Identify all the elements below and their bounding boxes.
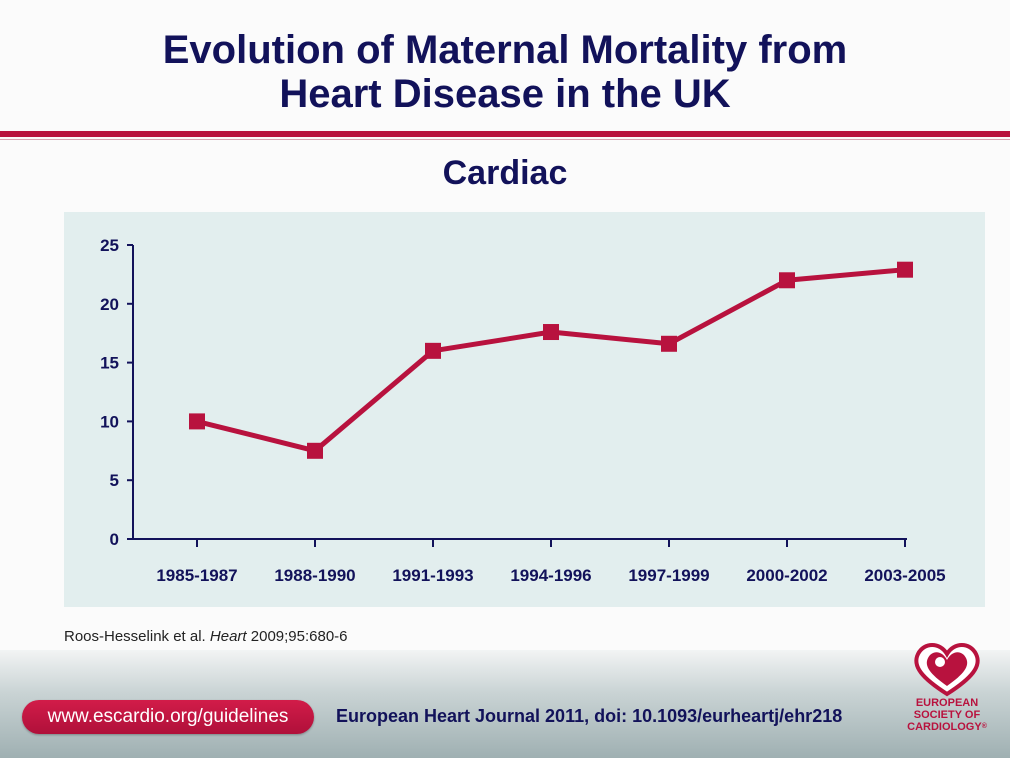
y-tick-label: 0 bbox=[110, 530, 119, 549]
y-tick-label: 15 bbox=[100, 354, 119, 373]
y-axis-ticks: 0 5 10 15 20 25 bbox=[100, 236, 133, 549]
guidelines-link[interactable]: www.escardio.org/guidelines bbox=[22, 700, 314, 734]
title-divider-thin bbox=[0, 139, 1010, 140]
data-point-marker bbox=[543, 324, 559, 341]
esc-logo-text: EUROPEAN SOCIETY OF CARDIOLOGY® bbox=[902, 697, 992, 733]
citation-journal: Heart bbox=[209, 628, 247, 645]
x-axis-ticks: 1985-1987 1988-1990 1991-1993 1994-1996 1997… bbox=[156, 539, 946, 585]
chart-axes bbox=[132, 245, 907, 540]
data-point-marker bbox=[661, 335, 677, 352]
data-point-marker bbox=[307, 442, 323, 459]
chart-series bbox=[189, 261, 913, 459]
y-tick-label: 10 bbox=[100, 412, 119, 431]
logo-registered-mark: ® bbox=[981, 723, 987, 730]
x-tick-label: 1997-1999 bbox=[628, 566, 709, 585]
y-tick-label: 5 bbox=[110, 471, 119, 490]
journal-reference: European Heart Journal 2011, doi: 10.109… bbox=[336, 706, 843, 726]
x-tick-label: 1988-1990 bbox=[274, 566, 355, 585]
series-line bbox=[196, 267, 906, 454]
citation: Roos-Hesselink et al. Heart 2009;95:680-… bbox=[64, 628, 348, 645]
y-tick-label: 20 bbox=[100, 295, 119, 314]
logo-line-1: EUROPEAN bbox=[915, 697, 979, 709]
logo-line-3-text: CARDIOLOGY bbox=[907, 721, 982, 733]
y-tick-label: 25 bbox=[100, 236, 119, 255]
data-point-marker bbox=[189, 413, 205, 430]
x-tick-label: 1994-1996 bbox=[510, 566, 591, 585]
slide-title-line-2: Heart Disease in the UK bbox=[279, 72, 731, 116]
citation-authors: Roos-Hesselink et al. bbox=[64, 628, 206, 645]
slide-title: Evolution of Maternal Mortality from Hea… bbox=[0, 28, 1010, 116]
slide-title-line-1: Evolution of Maternal Mortality from bbox=[162, 28, 848, 72]
x-tick-label: 2003-2005 bbox=[864, 566, 945, 585]
x-tick-label: 1985-1987 bbox=[156, 566, 237, 585]
data-point-marker bbox=[425, 342, 441, 359]
data-point-marker bbox=[779, 272, 795, 289]
x-tick-label: 2000-2002 bbox=[746, 566, 827, 585]
logo-line-3: CARDIOLOGY® bbox=[902, 721, 992, 733]
title-divider bbox=[0, 131, 1010, 137]
chart-title: Cardiac bbox=[442, 154, 568, 192]
esc-heart-logo-icon bbox=[914, 643, 980, 697]
data-point-marker bbox=[897, 261, 913, 278]
logo-line-2: SOCIETY OF bbox=[913, 709, 981, 721]
citation-ref: 2009;95:680-6 bbox=[250, 628, 348, 645]
x-tick-label: 1991-1993 bbox=[392, 566, 473, 585]
